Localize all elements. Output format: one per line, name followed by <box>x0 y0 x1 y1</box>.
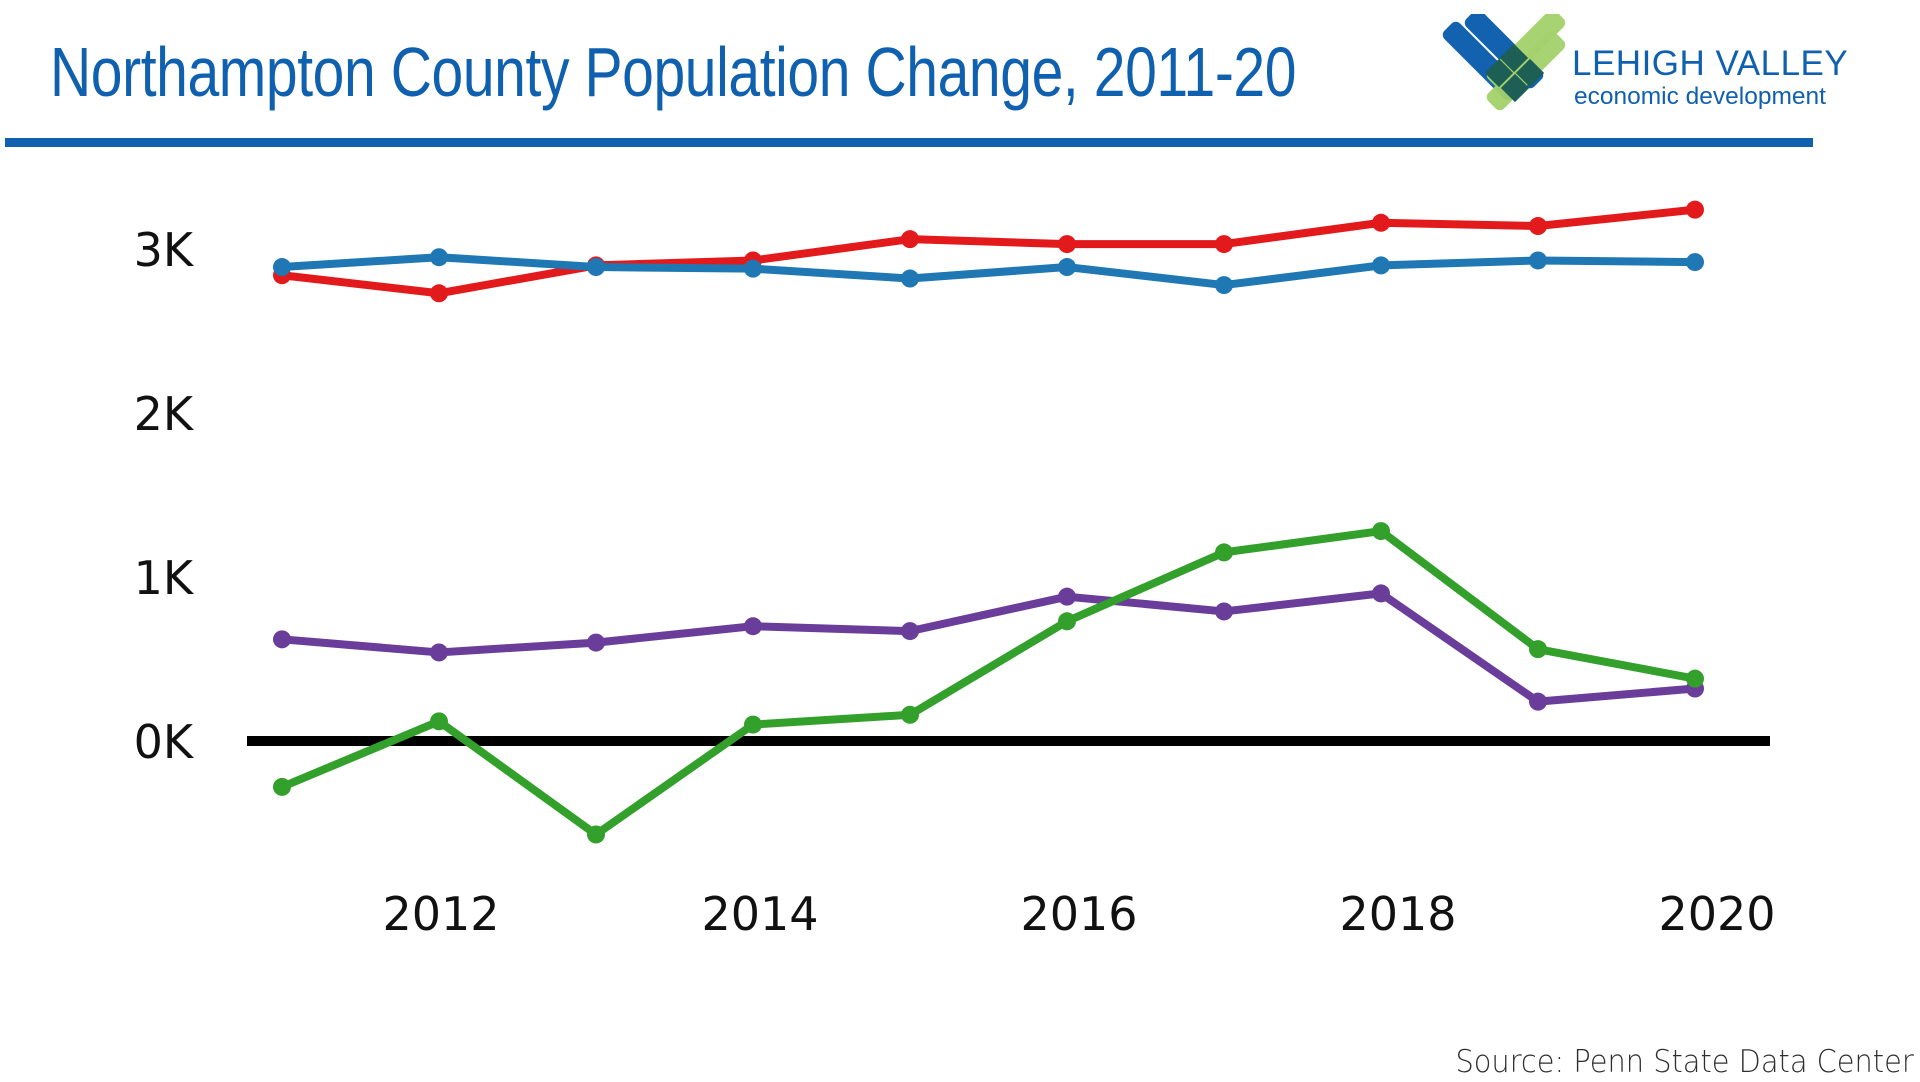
data-point <box>1215 276 1233 295</box>
data-point <box>1686 253 1704 272</box>
data-point <box>901 230 919 249</box>
logo-subtitle: economic development <box>1574 83 1826 110</box>
data-point <box>587 633 605 652</box>
source-note: Source: Penn State Data Center <box>1455 1044 1914 1080</box>
logo-overlaps <box>1484 43 1545 103</box>
data-point <box>1372 584 1390 603</box>
data-point <box>587 258 605 277</box>
data-point <box>744 259 762 278</box>
data-point <box>430 284 448 303</box>
x-tick-label: 2020 <box>1658 887 1775 941</box>
data-point <box>1058 612 1076 631</box>
data-point <box>1215 602 1233 621</box>
series-line <box>278 253 1699 290</box>
series-series-red <box>273 200 1704 303</box>
series-series-green <box>273 522 1704 844</box>
data-point <box>901 269 919 288</box>
data-point <box>744 715 762 734</box>
y-tick-label: 1K <box>134 551 195 605</box>
logo-name: LEHIGH VALLEY <box>1572 44 1849 83</box>
x-tick-label: 2012 <box>382 887 499 941</box>
series-series-blue <box>273 248 1704 295</box>
data-point <box>1529 692 1547 711</box>
data-point <box>1529 217 1547 236</box>
x-tick-label: 2016 <box>1020 887 1137 941</box>
series-series-purple <box>273 584 1704 711</box>
lehigh-valley-logo-icon <box>1442 14 1566 111</box>
x-tick-label: 2018 <box>1339 887 1456 941</box>
series-line <box>278 205 1699 298</box>
data-point <box>273 777 291 796</box>
data-point <box>1529 640 1547 659</box>
data-point <box>273 258 291 277</box>
y-tick-label: 2K <box>134 387 195 441</box>
data-point <box>1686 669 1704 688</box>
page-title: Northampton County Population Change, 20… <box>50 33 1297 111</box>
data-point <box>1215 235 1233 254</box>
data-point <box>1058 258 1076 277</box>
x-axis-ticks: 2012 2014 2016 2018 2020 <box>382 887 1775 941</box>
data-point <box>1058 587 1076 606</box>
data-point <box>901 705 919 724</box>
series-layer <box>273 200 1704 844</box>
y-axis-ticks: 0K 1K 2K 3K <box>134 223 195 769</box>
data-point <box>430 248 448 267</box>
data-point <box>1372 256 1390 275</box>
series-line <box>278 589 1699 706</box>
data-point <box>1686 200 1704 219</box>
data-point <box>1215 543 1233 562</box>
x-tick-label: 2014 <box>701 887 818 941</box>
series-line <box>278 527 1699 839</box>
y-tick-label: 0K <box>134 715 195 769</box>
data-point <box>901 622 919 641</box>
data-point <box>1058 235 1076 254</box>
data-point <box>1372 522 1390 541</box>
data-point <box>273 630 291 649</box>
data-point <box>430 643 448 662</box>
data-point <box>1372 213 1390 232</box>
data-point <box>744 617 762 636</box>
y-tick-label: 3K <box>134 223 195 277</box>
data-point <box>587 825 605 844</box>
data-point <box>1529 251 1547 270</box>
data-point <box>430 712 448 731</box>
header-rule <box>5 138 1813 147</box>
